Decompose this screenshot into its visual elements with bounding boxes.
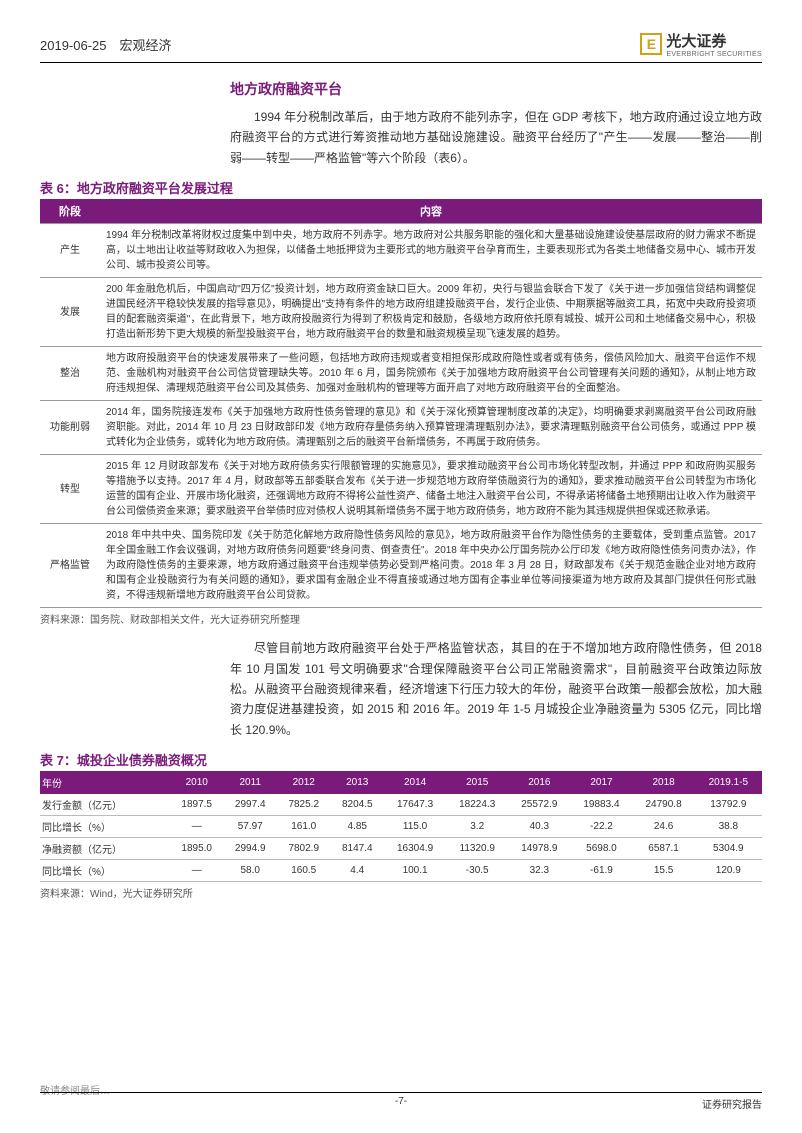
table6: 阶段 内容 产生1994 年分税制改革将财权过度集中到中央，地方政府不列赤字。地… [40,199,762,608]
table7-value-cell: 120.9 [695,860,762,882]
table7-value-cell: 1895.0 [170,838,224,860]
table7-value-cell: 58.0 [223,860,277,882]
table7-value-cell: 38.8 [695,816,762,838]
page-header: 2019-06-25 宏观经济 E 光大证券 EVERBRIGHT SECURI… [40,30,762,63]
table7-value-cell: -61.9 [570,860,632,882]
table6-content-cell: 2018 年中共中央、国务院印发《关于防范化解地方政府隐性债务风险的意见》，地方… [100,524,762,608]
table7: 年份20102011201220132014201520162017201820… [40,771,762,882]
table6-stage-cell: 转型 [40,455,100,524]
section-title: 地方政府融资平台 [230,79,762,99]
table-row: 净融资额（亿元）1895.02994.97802.98147.416304.91… [40,838,762,860]
table7-value-cell: 24790.8 [633,794,695,816]
table7-value-cell: 8204.5 [331,794,385,816]
table7-h-year: 2015 [446,771,508,794]
logo-text-block: 光大证券 EVERBRIGHT SECURITIES [666,30,762,58]
table7-h-metric: 年份 [40,771,170,794]
table-row: 严格监管2018 年中共中央、国务院印发《关于防范化解地方政府隐性债务风险的意见… [40,524,762,608]
table6-stage-cell: 严格监管 [40,524,100,608]
table6-stage-cell: 产生 [40,224,100,278]
table7-title: 表 7：城投企业债券融资概况 [40,750,762,769]
table7-value-cell: 160.5 [277,860,331,882]
table7-header-row: 年份20102011201220132014201520162017201820… [40,771,762,794]
table7-value-cell: -22.2 [570,816,632,838]
table7-value-cell: — [170,860,224,882]
table7-value-cell: 8147.4 [331,838,385,860]
table7-value-cell: 115.0 [384,816,446,838]
table7-value-cell: 11320.9 [446,838,508,860]
table7-value-cell: 5304.9 [695,838,762,860]
table7-value-cell: 24.6 [633,816,695,838]
table7-value-cell: 32.3 [508,860,570,882]
table7-value-cell: 16304.9 [384,838,446,860]
table7-h-year: 2016 [508,771,570,794]
table7-value-cell: 4.85 [331,816,385,838]
table7-row-label: 净融资额（亿元） [40,838,170,860]
table-row: 发展200 年金融危机后，中国启动"四万亿"投资计划，地方政府资金缺口巨大。20… [40,278,762,347]
table7-value-cell: 57.97 [223,816,277,838]
table7-value-cell: 2997.4 [223,794,277,816]
table7-h-year: 2011 [223,771,277,794]
table6-content-cell: 2015 年 12 月财政部发布《关于对地方政府债务实行限额管理的实施意见》，要… [100,455,762,524]
page-footer: -7- 证券研究报告 [40,1092,762,1111]
table-row: 发行金额（亿元）1897.52997.47825.28204.517647.31… [40,794,762,816]
table7-h-year: 2010 [170,771,224,794]
table6-h-stage: 阶段 [40,199,100,224]
table7-row-label: 同比增长（%） [40,816,170,838]
table7-h-year: 2012 [277,771,331,794]
table6-stage-cell: 功能削弱 [40,401,100,455]
table7-value-cell: 19883.4 [570,794,632,816]
table-row: 同比增长（%）—57.97161.04.85115.03.240.3-22.22… [40,816,762,838]
table7-value-cell: 40.3 [508,816,570,838]
table7-h-year: 2018 [633,771,695,794]
table6-header-row: 阶段 内容 [40,199,762,224]
table7-value-cell: 17647.3 [384,794,446,816]
table7-row-label: 发行金额（亿元） [40,794,170,816]
header-date-section: 2019-06-25 宏观经济 [40,35,172,54]
table7-value-cell: 2994.9 [223,838,277,860]
table-row: 转型2015 年 12 月财政部发布《关于对地方政府债务实行限额管理的实施意见》… [40,455,762,524]
table7-value-cell: 100.1 [384,860,446,882]
logo-mark-icon: E [640,33,662,55]
table7-value-cell: 1897.5 [170,794,224,816]
table7-value-cell: 6587.1 [633,838,695,860]
table6-content-cell: 1994 年分税制改革将财权过度集中到中央，地方政府不列赤字。地方政府对公共服务… [100,224,762,278]
table7-value-cell: 3.2 [446,816,508,838]
table7-h-year: 2019.1-5 [695,771,762,794]
table7-value-cell: 15.5 [633,860,695,882]
table6-h-content: 内容 [100,199,762,224]
table7-row-label: 同比增长（%） [40,860,170,882]
logo-en: EVERBRIGHT SECURITIES [666,51,762,58]
table6-content-cell: 200 年金融危机后，中国启动"四万亿"投资计划，地方政府资金缺口巨大。2009… [100,278,762,347]
table7-value-cell: -30.5 [446,860,508,882]
table7-value-cell: 4.4 [331,860,385,882]
table6-source: 资料来源：国务院、财政部相关文件，光大证券研究所整理 [40,611,762,626]
company-logo: E 光大证券 EVERBRIGHT SECURITIES [640,30,762,58]
table7-value-cell: 18224.3 [446,794,508,816]
table7-value-cell: 25572.9 [508,794,570,816]
table7-value-cell: 5698.0 [570,838,632,860]
paragraph-1: 1994 年分税制改革后，由于地方政府不能列赤字，但在 GDP 考核下，地方政府… [230,107,762,168]
table7-h-year: 2014 [384,771,446,794]
table6-stage-cell: 发展 [40,278,100,347]
table7-value-cell: 7825.2 [277,794,331,816]
table7-value-cell: 7802.9 [277,838,331,860]
footer-page-number: -7- [40,1096,762,1107]
table7-value-cell: 14978.9 [508,838,570,860]
table7-value-cell: 13792.9 [695,794,762,816]
table7-value-cell: 161.0 [277,816,331,838]
table6-stage-cell: 整治 [40,347,100,401]
table7-source: 资料来源：Wind，光大证券研究所 [40,885,762,900]
table7-h-year: 2013 [331,771,385,794]
table-row: 整治地方政府投融资平台的快速发展带来了一些问题，包括地方政府违规或者变相担保形成… [40,347,762,401]
table7-h-year: 2017 [570,771,632,794]
table-row: 产生1994 年分税制改革将财权过度集中到中央，地方政府不列赤字。地方政府对公共… [40,224,762,278]
table6-title: 表 6：地方政府融资平台发展过程 [40,178,762,197]
table6-content-cell: 地方政府投融资平台的快速发展带来了一些问题，包括地方政府违规或者变相担保形成政府… [100,347,762,401]
table7-value-cell: — [170,816,224,838]
table-row: 同比增长（%）—58.0160.54.4100.1-30.532.3-61.91… [40,860,762,882]
logo-cn: 光大证券 [666,30,762,51]
paragraph-2: 尽管目前地方政府融资平台处于严格监管状态，其目的在于不增加地方政府隐性债务，但 … [230,638,762,740]
table-row: 功能削弱2014 年，国务院接连发布《关于加强地方政府性债务管理的意见》和《关于… [40,401,762,455]
table6-content-cell: 2014 年，国务院接连发布《关于加强地方政府性债务管理的意见》和《关于深化预算… [100,401,762,455]
